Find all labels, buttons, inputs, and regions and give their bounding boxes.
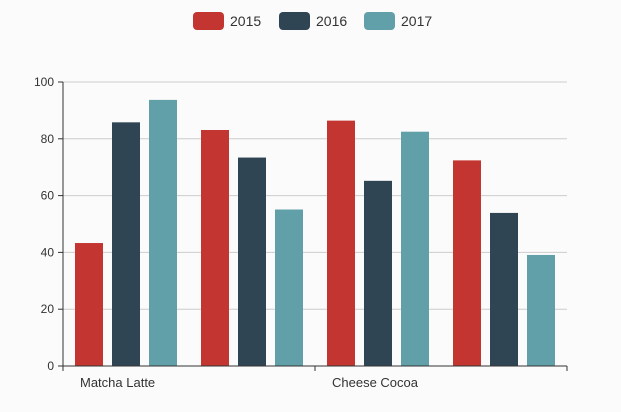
bar-2017 — [527, 254, 555, 366]
bar-2017 — [149, 99, 177, 366]
y-tick-label: 60 — [41, 189, 55, 203]
bars-group — [75, 99, 555, 367]
legend-swatch-2017 — [364, 12, 395, 30]
bar-2015 — [327, 120, 355, 367]
bar-2016 — [238, 157, 266, 366]
x-category-label: Cheese Cocoa — [332, 375, 419, 390]
chart-legend[interactable]: 2015 2016 2017 — [193, 12, 432, 30]
legend-label-2016: 2016 — [316, 13, 347, 29]
x-axis: Matcha Latte Cheese Cocoa — [62, 365, 568, 390]
y-tick-label: 40 — [41, 245, 55, 259]
y-tick-label: 0 — [47, 359, 54, 373]
y-axis: 0 20 40 60 80 100 — [34, 75, 64, 373]
legend-swatch-2016 — [279, 12, 310, 30]
y-tick-label: 100 — [34, 75, 54, 89]
legend-label-2015: 2015 — [230, 13, 261, 29]
legend-swatch-2015 — [193, 12, 224, 30]
bar-2017 — [275, 209, 303, 366]
bar-2015 — [201, 129, 229, 366]
x-category-label: Matcha Latte — [80, 375, 155, 390]
legend-label-2017: 2017 — [401, 13, 432, 29]
bar-2016 — [364, 180, 392, 366]
bar-2017 — [401, 131, 429, 366]
grid-lines — [63, 81, 567, 310]
y-tick-label: 20 — [41, 302, 55, 316]
bar-2016 — [112, 122, 140, 366]
y-tick-label: 80 — [41, 132, 55, 146]
bar-2015 — [453, 160, 481, 366]
bar-2015 — [75, 243, 103, 366]
bar-2016 — [490, 212, 518, 366]
